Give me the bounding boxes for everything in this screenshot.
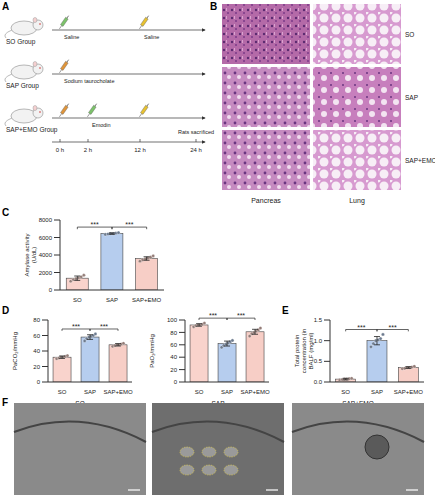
svg-text:0: 0 — [174, 379, 178, 385]
svg-text:(U/dL): (U/dL) — [31, 247, 37, 264]
svg-text:40: 40 — [170, 354, 177, 360]
svg-text:SO: SO — [73, 297, 82, 302]
svg-text:***: *** — [357, 324, 365, 331]
html-text:C: C — [2, 207, 10, 218]
svg-text:SO: SO — [195, 389, 204, 394]
svg-text:***: *** — [91, 221, 99, 228]
svg-text:Rats sacrificed: Rats sacrificed — [178, 129, 214, 135]
svg-text:SAP: SAP — [405, 94, 418, 101]
svg-text:***: *** — [389, 324, 397, 331]
svg-text:***: *** — [100, 323, 108, 330]
svg-text:0 h: 0 h — [56, 147, 64, 153]
svg-text:20: 20 — [33, 364, 40, 370]
svg-text:SAP: SAP — [371, 389, 383, 394]
svg-text:PaCO₂/mmHg: PaCO₂/mmHg — [12, 332, 18, 370]
html-text:F: F — [2, 397, 9, 408]
svg-text:24 h: 24 h — [190, 147, 202, 153]
svg-text:SO: SO — [405, 31, 414, 38]
svg-text:***: *** — [72, 323, 80, 330]
svg-text:SO Group: SO Group — [8, 38, 36, 46]
html-text:B: B — [210, 1, 218, 12]
svg-text:60: 60 — [33, 333, 40, 339]
svg-text:4000: 4000 — [39, 252, 53, 258]
svg-text:0: 0 — [49, 287, 53, 293]
svg-text:SAP+EMO Group: SAP+EMO Group — [8, 126, 58, 134]
svg-text:60: 60 — [170, 342, 177, 348]
svg-text:***: *** — [209, 312, 217, 319]
svg-text:SAP: SAP — [221, 389, 233, 394]
svg-text:Lung: Lung — [349, 197, 365, 205]
svg-text:12 h: 12 h — [134, 147, 146, 153]
svg-text:80: 80 — [33, 317, 40, 323]
html-text:A: A — [2, 1, 10, 12]
svg-text:40: 40 — [33, 348, 40, 354]
svg-text:0: 0 — [37, 379, 41, 385]
svg-text:***: *** — [125, 221, 133, 228]
svg-text:0.0: 0.0 — [314, 379, 323, 385]
svg-text:1.0: 1.0 — [314, 338, 323, 344]
html-text:E: E — [282, 305, 289, 316]
svg-text:2000: 2000 — [39, 270, 53, 276]
svg-text:SAP+EMO: SAP+EMO — [132, 297, 162, 302]
svg-text:Sodium taurocholate: Sodium taurocholate — [64, 78, 114, 84]
svg-text:SAP: SAP — [106, 297, 118, 302]
svg-text:Saline: Saline — [144, 34, 159, 40]
svg-text:SAP+EMO: SAP+EMO — [405, 157, 427, 164]
svg-text:Pancreas: Pancreas — [251, 197, 281, 204]
svg-text:8000: 8000 — [39, 217, 53, 223]
svg-text:6000: 6000 — [39, 235, 53, 241]
svg-text:BALF (mg/ml): BALF (mg/ml) — [308, 332, 314, 370]
svg-text:Amylase activity: Amylase activity — [24, 233, 30, 276]
svg-text:concentration (in: concentration (in — [301, 329, 307, 373]
svg-text:SAP Group: SAP Group — [8, 82, 39, 90]
svg-text:Total protein: Total protein — [294, 335, 300, 368]
svg-text:Saline: Saline — [64, 34, 79, 40]
svg-text:1.5: 1.5 — [314, 317, 323, 323]
svg-text:SAP+EMO: SAP+EMO — [394, 389, 424, 394]
svg-text:20: 20 — [170, 367, 177, 373]
svg-text:Emodin: Emodin — [92, 122, 111, 128]
svg-text:100: 100 — [167, 317, 178, 323]
svg-text:SO: SO — [341, 389, 350, 394]
svg-text:2 h: 2 h — [84, 147, 92, 153]
svg-text:***: *** — [237, 312, 245, 319]
svg-text:SAP: SAP — [84, 389, 96, 394]
html-text:D: D — [2, 305, 10, 316]
svg-text:SAP+EMO: SAP+EMO — [240, 389, 270, 394]
svg-text:PaO₂/mmHg: PaO₂/mmHg — [149, 334, 155, 368]
svg-text:0.5: 0.5 — [314, 358, 323, 364]
svg-text:SO: SO — [58, 389, 67, 394]
svg-text:80: 80 — [170, 330, 177, 336]
svg-text:SAP+EMO: SAP+EMO — [103, 389, 133, 394]
